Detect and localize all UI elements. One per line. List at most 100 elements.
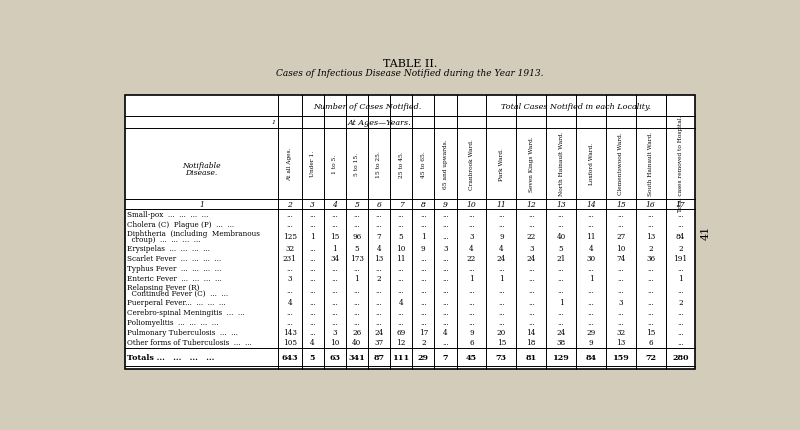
Text: ...: ... [398,274,405,282]
Text: ...: ... [442,232,449,240]
Text: 105: 105 [283,338,297,346]
Text: ...: ... [588,308,594,316]
Text: 4: 4 [310,338,315,346]
Text: 7: 7 [442,353,448,361]
Text: ...: ... [588,286,594,294]
Text: 84: 84 [676,232,685,240]
Text: 3: 3 [288,274,292,282]
Text: 1: 1 [421,232,426,240]
Text: 1: 1 [354,274,359,282]
Text: ...: ... [398,286,405,294]
Text: TABLE II.: TABLE II. [383,59,437,69]
Text: 45: 45 [466,353,477,361]
Text: 13: 13 [556,200,566,208]
Text: 15: 15 [616,200,626,208]
Text: ...: ... [558,220,565,228]
Text: 191: 191 [674,254,687,262]
Text: 21: 21 [557,254,566,262]
Text: 22: 22 [526,232,536,240]
Text: 37: 37 [374,338,383,346]
Text: 341: 341 [349,353,366,361]
Text: ...: ... [442,210,449,218]
Text: ...: ... [647,319,654,326]
Text: ...: ... [442,286,449,294]
Text: ...: ... [528,308,534,316]
Text: Puerperal Fever...  ...  ...  ...: Puerperal Fever... ... ... ... [127,298,226,307]
Text: ...: ... [647,286,654,294]
Bar [125,96,695,369]
Text: ...: ... [331,286,338,294]
Text: Cholera (C)  Plague (P)  ...  ...: Cholera (C) Plague (P) ... ... [127,220,234,228]
Text: ...: ... [618,308,624,316]
Text: ...: ... [309,319,316,326]
Text: ...: ... [618,274,624,282]
Text: Poliomyelitis  ...  ...  ...  ...: Poliomyelitis ... ... ... ... [127,319,218,326]
Text: croup)  ...  ...  ...  ...: croup) ... ... ... ... [127,235,201,243]
Text: ...: ... [468,319,475,326]
Text: ...: ... [468,210,475,218]
Text: 36: 36 [646,254,655,262]
Text: ...: ... [498,308,505,316]
Text: 34: 34 [330,254,339,262]
Text: ...: ... [588,264,594,272]
Text: 1: 1 [199,200,204,208]
Text: ...: ... [618,210,624,218]
Text: Other forms of Tuberculosis  ...  ...: Other forms of Tuberculosis ... ... [127,338,252,346]
Text: ...: ... [354,308,360,316]
Text: ...: ... [498,210,505,218]
Text: ...: ... [677,286,684,294]
Text: Diphtheria  (including  Membranous: Diphtheria (including Membranous [127,229,260,237]
Text: ...: ... [420,264,426,272]
Text: 29: 29 [586,329,596,336]
Text: 4: 4 [399,298,403,307]
Text: ...: ... [286,210,294,218]
Text: 1: 1 [499,274,504,282]
Text: ...: ... [647,264,654,272]
Text: 6: 6 [377,200,382,208]
Text: ...: ... [528,298,534,307]
Text: ...: ... [309,210,316,218]
Text: ...: ... [558,264,565,272]
Text: 1: 1 [678,274,683,282]
Text: 13: 13 [616,338,626,346]
Text: South Hainault Ward.: South Hainault Ward. [648,132,654,196]
Text: ...: ... [309,308,316,316]
Text: 1: 1 [589,274,594,282]
Text: 74: 74 [616,254,626,262]
Text: ...: ... [558,210,565,218]
Text: ...: ... [420,254,426,262]
Text: ...: ... [618,220,624,228]
Text: 5: 5 [310,353,315,361]
Text: ...: ... [309,329,316,336]
Text: 24: 24 [526,254,536,262]
Text: ...: ... [309,274,316,282]
Text: 7: 7 [398,200,403,208]
Text: ...: ... [286,286,294,294]
Text: 280: 280 [672,353,689,361]
Text: ...: ... [647,308,654,316]
Text: 13: 13 [374,254,384,262]
Text: ...: ... [309,286,316,294]
Text: 125: 125 [283,232,297,240]
Text: 11: 11 [396,254,406,262]
Text: 20: 20 [497,329,506,336]
Text: ...: ... [376,286,382,294]
Text: ...: ... [618,319,624,326]
Text: ...: ... [468,308,475,316]
Text: ...: ... [442,220,449,228]
Text: ...: ... [398,308,405,316]
Text: ...: ... [309,264,316,272]
Text: ...: ... [558,319,565,326]
Text: Loxford Ward.: Loxford Ward. [589,143,594,185]
Text: ...: ... [376,319,382,326]
Text: 32: 32 [616,329,626,336]
Text: ...: ... [588,319,594,326]
Text: 3: 3 [618,298,623,307]
Text: ...: ... [354,220,360,228]
Text: ...: ... [618,264,624,272]
Text: ...: ... [588,298,594,307]
Text: 3: 3 [333,329,337,336]
Text: 24: 24 [374,329,384,336]
Text: 14: 14 [526,329,536,336]
Text: ...: ... [528,286,534,294]
